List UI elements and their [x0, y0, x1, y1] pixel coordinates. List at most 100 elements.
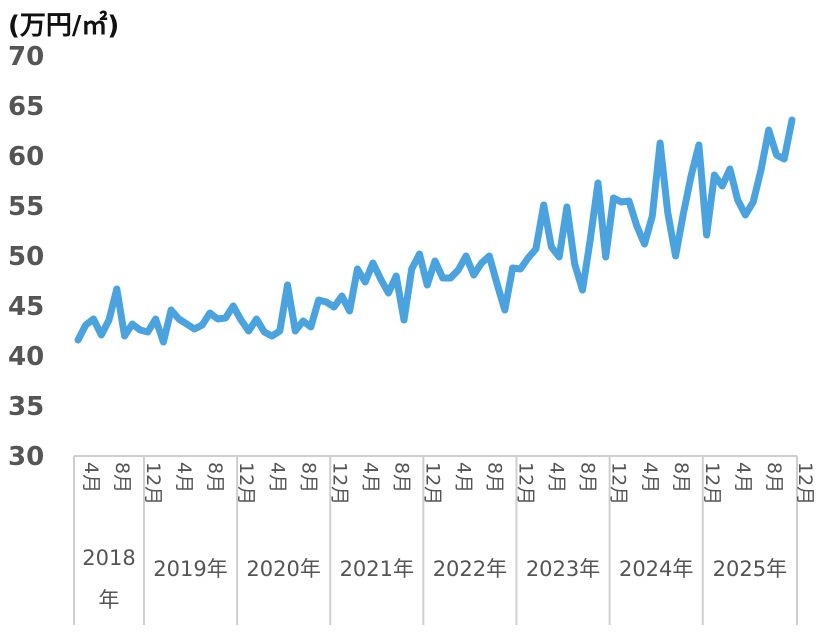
data-point: [248, 330, 250, 332]
x-month-label: 8月: [763, 462, 785, 493]
data-point: [279, 330, 281, 332]
data-point: [294, 330, 296, 332]
data-point: [131, 323, 133, 325]
data-point: [768, 129, 770, 131]
data-point: [636, 225, 638, 227]
x-month-label: 8月: [390, 462, 412, 493]
y-tick-label: 60: [8, 142, 44, 172]
x-month-label: 4月: [80, 462, 102, 493]
data-point: [481, 262, 483, 264]
data-point: [760, 169, 762, 171]
data-point: [100, 334, 102, 336]
data-point: [566, 206, 568, 208]
data-point: [201, 324, 203, 326]
x-year-label: 2025年: [713, 557, 787, 581]
x-month-label: 8月: [484, 462, 506, 493]
data-point: [682, 213, 684, 215]
data-point: [124, 335, 126, 337]
y-tick-label: 55: [8, 192, 44, 222]
data-point: [225, 317, 226, 319]
data-point: [574, 263, 576, 265]
data-point: [752, 201, 754, 203]
data-point: [341, 295, 343, 297]
y-tick-label: 45: [8, 292, 44, 322]
x-month-label: 4月: [266, 462, 288, 493]
data-point: [620, 201, 622, 203]
x-month-label: 4月: [732, 462, 754, 493]
data-point: [77, 339, 79, 341]
x-axis: 4月 8月 12月 4月 8月 12月 4月 8月 12月 4月 8月 12月 4月 8月 12月 4月 8月 1…: [73, 455, 816, 625]
data-point: [147, 331, 149, 333]
data-point: [256, 318, 257, 320]
data-point: [613, 197, 614, 199]
data-point: [776, 154, 777, 156]
data-point: [395, 275, 397, 277]
data-point: [783, 158, 785, 160]
x-year-label: 2021年: [340, 557, 414, 581]
data-point: [116, 288, 118, 290]
data-point: [193, 328, 195, 330]
x-month-label: 8月: [670, 462, 692, 493]
data-point: [263, 331, 265, 333]
data-point: [729, 168, 731, 170]
data-point: [496, 283, 498, 285]
data-point: [651, 215, 653, 217]
x-month-label: 12月: [235, 462, 257, 505]
y-tick-label: 40: [8, 342, 44, 372]
data-point: [426, 284, 428, 286]
y-tick-label: 50: [8, 242, 44, 272]
x-month-label: 4月: [639, 462, 661, 493]
data-point: [364, 281, 366, 283]
x-month-label: 12月: [515, 462, 537, 505]
x-month-label: 12月: [794, 462, 816, 505]
data-point: [287, 284, 288, 286]
data-point: [372, 262, 374, 264]
data-point: [512, 267, 514, 269]
data-point: [155, 318, 157, 320]
data-point: [675, 255, 677, 257]
x-month-label: 4月: [173, 462, 195, 493]
data-point: [690, 175, 692, 177]
data-point: [178, 318, 180, 320]
data-point: [744, 214, 746, 216]
data-point: [310, 326, 312, 328]
y-tick-label: 65: [8, 92, 44, 122]
data-point: [558, 256, 560, 258]
data-point: [93, 318, 94, 320]
data-point: [597, 182, 599, 184]
y-tick-label: 30: [8, 442, 44, 472]
y-tick-label: 35: [8, 392, 44, 422]
x-year-label: 2020年: [246, 557, 320, 581]
data-point: [721, 185, 723, 187]
data-point: [139, 329, 141, 331]
data-point: [302, 320, 304, 322]
x-month-label: 12月: [422, 462, 444, 505]
data-point: [209, 312, 211, 314]
x-year-label-suffix: 年: [98, 588, 119, 612]
x-month-label: 4月: [546, 462, 568, 493]
data-point: [698, 144, 700, 146]
data-point: [442, 277, 444, 279]
data-point: [380, 278, 382, 280]
data-point: [217, 318, 219, 320]
data-point: [170, 309, 172, 311]
x-month-label: 8月: [204, 462, 226, 493]
y-axis-ticks: 30 35 40 45 50 55 60 65 70: [8, 42, 44, 472]
data-point: [387, 292, 389, 294]
x-year-label: 2024年: [619, 557, 693, 581]
data-point: [706, 234, 708, 236]
x-month-label: 12月: [701, 462, 723, 505]
x-year-label: 2022年: [433, 557, 507, 581]
data-point: [550, 246, 552, 248]
data-point: [85, 324, 87, 326]
x-year-label: 2023年: [526, 557, 600, 581]
data-point: [589, 239, 591, 241]
data-point: [419, 253, 420, 255]
x-month-label: 8月: [577, 462, 599, 493]
data-point: [108, 319, 110, 321]
data-point: [450, 277, 451, 279]
x-month-label: 4月: [359, 462, 381, 493]
data-point: [535, 248, 537, 250]
x-month-label: 12月: [608, 462, 630, 505]
data-point: [791, 119, 793, 121]
